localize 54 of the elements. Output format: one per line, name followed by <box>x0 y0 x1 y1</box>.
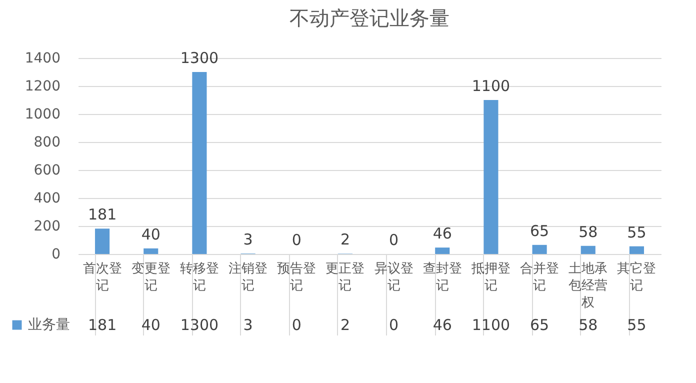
text: 58 <box>578 222 598 241</box>
text: 2 <box>340 230 350 249</box>
data-label: 55 <box>627 316 646 334</box>
x-tick-label: 查封登记 <box>422 262 462 294</box>
bar <box>629 246 644 254</box>
text: 1100 <box>472 77 510 95</box>
y-tick-label: 1000 <box>24 106 60 122</box>
text: 55 <box>627 223 646 242</box>
data-label: 40 <box>141 316 160 334</box>
y-tick-label: 1200 <box>24 78 60 94</box>
x-tick-label: 异议登记 <box>374 262 414 294</box>
data-label: 1300 <box>180 316 219 334</box>
data-label: 181 <box>88 316 117 334</box>
x-tick-label: 首次登记 <box>82 262 122 294</box>
data-label: 3 <box>243 316 253 334</box>
y-tick-label: 200 <box>34 218 60 234</box>
x-tick-label: 更正登记 <box>326 262 365 294</box>
x-tick-label: 预告登记 <box>277 262 316 294</box>
bar <box>95 228 110 254</box>
data-label: 0 <box>389 316 399 334</box>
bar <box>435 248 450 254</box>
chart-title: 不动产登记业务量 <box>290 6 450 30</box>
x-tick-label: 土地承包经营权 <box>568 262 608 310</box>
text: 0 <box>292 231 302 249</box>
text: 0 <box>389 231 399 249</box>
data-label: 2 <box>340 316 350 334</box>
y-tick-label: 400 <box>34 190 60 206</box>
y-tick-label: 600 <box>34 162 60 178</box>
x-tick-label: 转移登记 <box>180 262 219 294</box>
x-tick-label: 抵押登记 <box>470 262 510 294</box>
x-tick-label: 注销登记 <box>228 262 268 294</box>
y-tick-label: 0 <box>52 246 60 262</box>
x-tick-label: 合并登记 <box>520 262 560 294</box>
y-tick-label: 1400 <box>24 50 60 66</box>
text: 40 <box>141 225 160 244</box>
data-label: 58 <box>578 316 598 334</box>
bar <box>580 246 596 254</box>
x-tick-label: 变更登记 <box>131 262 170 294</box>
legend-label: 业务量 <box>28 317 70 333</box>
data-label: 1100 <box>472 316 510 334</box>
text: 181 <box>88 206 117 224</box>
y-tick-label: 800 <box>34 134 60 150</box>
text: 3 <box>243 230 253 249</box>
x-tick-label: 其它登记 <box>617 260 656 294</box>
data-label: 65 <box>530 316 550 334</box>
data-label: 0 <box>292 316 302 334</box>
text: 65 <box>530 222 550 240</box>
text: 46 <box>432 224 452 243</box>
bar <box>144 248 158 254</box>
data-label: 46 <box>432 316 452 334</box>
text: 1300 <box>180 49 219 67</box>
bar <box>532 244 547 254</box>
bar <box>192 72 207 254</box>
bar <box>484 100 498 254</box>
